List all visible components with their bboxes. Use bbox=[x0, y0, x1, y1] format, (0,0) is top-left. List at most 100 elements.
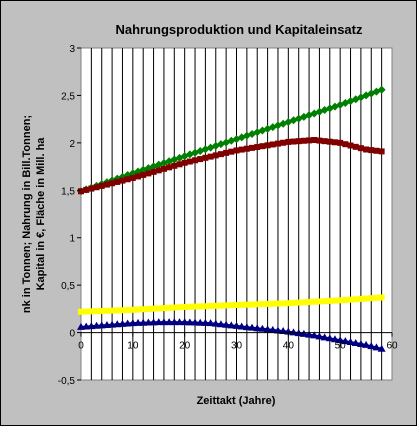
data-point bbox=[295, 138, 302, 145]
data-point bbox=[119, 177, 126, 184]
y-tick-label: 2,5 bbox=[61, 91, 75, 102]
data-point bbox=[326, 138, 333, 145]
data-point bbox=[124, 176, 131, 183]
data-point bbox=[331, 139, 338, 146]
data-point bbox=[289, 328, 298, 336]
y-tick-label: 2 bbox=[69, 139, 75, 150]
data-point bbox=[211, 319, 220, 327]
data-point bbox=[186, 303, 193, 310]
data-point bbox=[232, 321, 241, 329]
data-point bbox=[135, 173, 142, 180]
data-point bbox=[373, 294, 380, 301]
data-point bbox=[372, 343, 381, 351]
data-point bbox=[290, 299, 297, 306]
data-point bbox=[320, 333, 329, 341]
data-point bbox=[119, 307, 126, 314]
data-point bbox=[124, 306, 131, 313]
data-point bbox=[196, 318, 205, 326]
data-point bbox=[347, 296, 354, 303]
data-point bbox=[249, 144, 256, 151]
data-point bbox=[176, 161, 183, 168]
x-tick-label: 10 bbox=[127, 341, 139, 352]
data-point bbox=[83, 308, 90, 315]
y-tick-label: 1,5 bbox=[61, 186, 75, 197]
y-axis-label-line1: nk in Tonnen; Nahrung in Bill.Tonnen; bbox=[21, 115, 33, 313]
data-point bbox=[295, 299, 302, 306]
data-point bbox=[249, 301, 256, 308]
y-tick-label: 0,5 bbox=[61, 281, 75, 292]
data-point bbox=[88, 185, 95, 192]
chart-title: Nahrungsproduktion und Kapitaleinsatz bbox=[115, 22, 363, 37]
data-point bbox=[254, 144, 261, 151]
data-point bbox=[299, 329, 308, 337]
data-point bbox=[243, 301, 250, 308]
data-point bbox=[285, 138, 292, 145]
y-tick-label: -0,5 bbox=[58, 376, 76, 387]
x-tick-label: 50 bbox=[335, 341, 347, 352]
data-point bbox=[88, 308, 95, 315]
data-point bbox=[280, 139, 287, 146]
data-point bbox=[367, 342, 376, 350]
x-tick-label: 0 bbox=[78, 341, 84, 352]
data-point bbox=[228, 302, 235, 309]
data-point bbox=[176, 304, 183, 311]
data-point bbox=[160, 305, 167, 312]
data-point bbox=[306, 137, 313, 144]
data-point bbox=[114, 178, 121, 185]
data-point bbox=[311, 298, 318, 305]
data-point bbox=[207, 153, 214, 160]
data-point bbox=[166, 304, 173, 311]
data-point bbox=[326, 297, 333, 304]
data-point bbox=[139, 318, 148, 326]
data-point bbox=[140, 306, 147, 313]
data-point bbox=[175, 318, 184, 326]
data-point bbox=[227, 321, 236, 329]
data-point bbox=[357, 295, 364, 302]
data-point bbox=[223, 149, 230, 156]
x-tick-label: 60 bbox=[386, 341, 398, 352]
data-point bbox=[202, 303, 209, 310]
data-point bbox=[128, 319, 137, 327]
data-point bbox=[83, 186, 90, 193]
data-point bbox=[311, 137, 318, 144]
data-point bbox=[243, 145, 250, 152]
data-point bbox=[316, 298, 323, 305]
x-axis-label: Zeittakt (Jahre) bbox=[197, 395, 276, 407]
y-tick-label: 3 bbox=[69, 44, 75, 55]
data-point bbox=[155, 167, 162, 174]
data-point bbox=[290, 138, 297, 145]
data-point bbox=[259, 143, 266, 150]
data-point bbox=[223, 302, 230, 309]
data-point bbox=[274, 140, 281, 147]
data-point bbox=[368, 295, 375, 302]
data-point bbox=[98, 307, 105, 314]
data-point bbox=[129, 174, 136, 181]
data-point bbox=[216, 320, 225, 328]
data-point bbox=[135, 306, 142, 313]
y-tick-label: 1 bbox=[69, 234, 75, 245]
data-point bbox=[242, 323, 251, 331]
data-point bbox=[363, 295, 370, 302]
data-point bbox=[315, 332, 324, 340]
data-point bbox=[233, 147, 240, 154]
data-point bbox=[180, 318, 189, 326]
x-tick-label: 40 bbox=[283, 341, 295, 352]
data-point bbox=[217, 302, 224, 309]
data-point bbox=[285, 300, 292, 307]
data-point bbox=[233, 302, 240, 309]
data-point bbox=[316, 137, 323, 144]
data-point bbox=[166, 164, 173, 171]
data-point bbox=[98, 182, 105, 189]
data-point bbox=[346, 338, 355, 346]
data-point bbox=[273, 326, 282, 334]
data-point bbox=[165, 318, 174, 326]
data-point bbox=[378, 294, 385, 301]
data-point bbox=[134, 318, 143, 326]
data-point bbox=[363, 146, 370, 153]
data-point bbox=[253, 324, 262, 332]
data-point bbox=[263, 325, 272, 333]
data-point bbox=[191, 318, 200, 326]
data-point bbox=[145, 305, 152, 312]
data-point bbox=[109, 180, 116, 187]
data-point bbox=[352, 296, 359, 303]
